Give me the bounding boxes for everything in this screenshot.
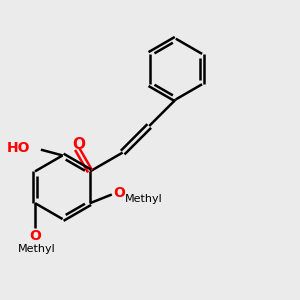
Text: O: O (113, 186, 125, 200)
Text: Methyl: Methyl (125, 194, 163, 204)
Text: Methyl: Methyl (18, 244, 56, 254)
Text: O: O (72, 137, 85, 152)
Text: HO: HO (6, 141, 30, 155)
Text: O: O (29, 229, 41, 243)
